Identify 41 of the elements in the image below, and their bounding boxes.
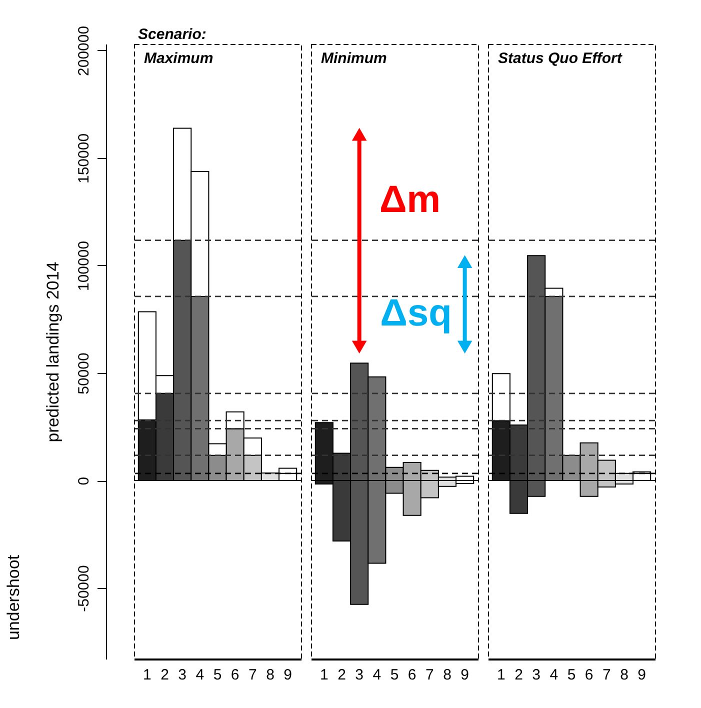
chart-title: Status Quo Effort	[498, 50, 623, 67]
x-tick-label: 5	[567, 666, 576, 684]
x-tick-label: 4	[550, 666, 558, 684]
chart-title: Minimum	[321, 50, 387, 67]
x-tick-label: 4	[372, 666, 382, 684]
x-tick-label: 7	[602, 666, 611, 684]
x-tick-label: 3	[355, 666, 364, 684]
x-tick-label: 6	[230, 666, 240, 684]
x-tick-label: 3	[178, 666, 187, 684]
x-tick-label: 8	[266, 666, 274, 684]
x-tick-label: 9	[638, 666, 646, 684]
x-tick-label: 5	[390, 666, 399, 684]
x-tick-label: 4	[196, 666, 204, 684]
x-tick-label: 6	[408, 666, 416, 684]
y-tick-label: 50000	[76, 352, 92, 394]
x-tick-label: 5	[213, 666, 222, 684]
annotation: Δm	[379, 178, 441, 221]
x-tick-label: 8	[443, 666, 452, 684]
text: Scenario:	[138, 26, 206, 43]
x-tick-label: 6	[584, 666, 594, 684]
y-tick-label: -50000	[76, 565, 92, 612]
x-tick-label: 9	[460, 666, 469, 684]
x-tick-label: 1	[320, 666, 328, 684]
x-tick-label: 3	[532, 666, 541, 684]
x-tick-label: 2	[514, 666, 523, 684]
x-tick-label: 2	[338, 666, 346, 684]
x-tick-label: 9	[284, 666, 292, 684]
x-tick-label: 1	[497, 666, 506, 684]
x-tick-label: 2	[160, 666, 169, 684]
x-tick-label: 8	[620, 666, 628, 684]
y-tick-label: 100000	[76, 240, 92, 292]
x-tick-label: 7	[425, 666, 434, 684]
y-tick-label: 0	[76, 476, 92, 486]
y-axis-title: predicted landings 2014	[44, 262, 62, 442]
y-tick-label: 150000	[76, 133, 92, 184]
chart-title: Maximum	[144, 50, 214, 67]
annotation: Δsq	[380, 292, 452, 335]
x-tick-label: 7	[248, 666, 257, 684]
y-tick-label: 200000	[76, 26, 92, 76]
text: undershoot	[4, 554, 23, 640]
x-tick-label: 1	[143, 666, 152, 684]
